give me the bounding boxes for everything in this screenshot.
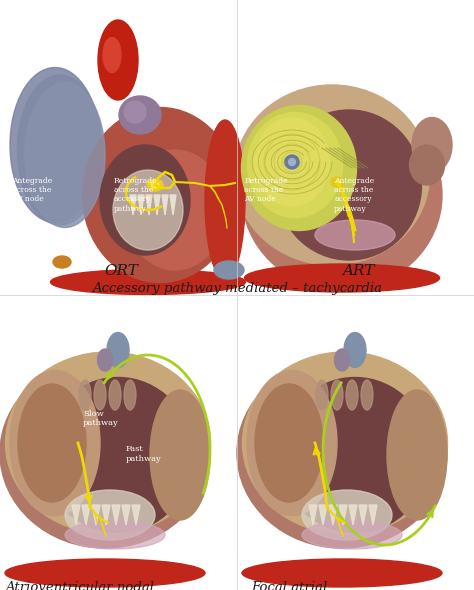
Ellipse shape: [205, 120, 245, 280]
Ellipse shape: [113, 170, 183, 250]
Ellipse shape: [100, 145, 190, 255]
Ellipse shape: [53, 256, 71, 268]
Polygon shape: [319, 505, 327, 525]
Ellipse shape: [6, 352, 210, 534]
Ellipse shape: [0, 358, 210, 548]
Ellipse shape: [10, 67, 100, 222]
Ellipse shape: [235, 85, 429, 265]
Text: Antegrade
across the
AV node: Antegrade across the AV node: [12, 177, 52, 204]
Ellipse shape: [245, 264, 439, 292]
Ellipse shape: [242, 100, 442, 290]
Ellipse shape: [331, 380, 343, 410]
Text: Slow
pathway: Slow pathway: [83, 410, 118, 427]
Polygon shape: [102, 505, 110, 525]
Ellipse shape: [247, 113, 343, 218]
Circle shape: [285, 155, 299, 169]
Ellipse shape: [335, 349, 349, 371]
Ellipse shape: [242, 559, 442, 587]
Polygon shape: [154, 195, 160, 215]
Bar: [0, 0, 237, 295]
Ellipse shape: [124, 101, 146, 123]
Ellipse shape: [43, 378, 193, 533]
Ellipse shape: [214, 261, 244, 279]
Polygon shape: [329, 505, 337, 525]
Polygon shape: [72, 505, 80, 525]
Polygon shape: [132, 505, 140, 525]
Text: ART: ART: [342, 264, 374, 278]
Ellipse shape: [344, 333, 366, 368]
Ellipse shape: [361, 380, 373, 410]
Polygon shape: [122, 505, 130, 525]
Polygon shape: [162, 195, 168, 215]
Ellipse shape: [147, 179, 163, 191]
Ellipse shape: [280, 378, 430, 533]
Polygon shape: [359, 505, 367, 525]
Ellipse shape: [119, 96, 161, 134]
Ellipse shape: [302, 490, 392, 540]
Ellipse shape: [82, 107, 237, 283]
Polygon shape: [130, 195, 136, 215]
Polygon shape: [92, 505, 100, 525]
Ellipse shape: [18, 384, 86, 502]
Polygon shape: [138, 195, 144, 215]
Ellipse shape: [241, 106, 356, 231]
Polygon shape: [146, 195, 152, 215]
Ellipse shape: [387, 390, 447, 520]
Ellipse shape: [98, 20, 138, 100]
Polygon shape: [349, 505, 357, 525]
Polygon shape: [112, 505, 120, 525]
Bar: [237, 295, 474, 590]
Text: ORT: ORT: [104, 264, 138, 278]
Ellipse shape: [65, 521, 165, 549]
Bar: [237, 0, 474, 295]
Text: Focal atrial
tachycardia: Focal atrial tachycardia: [251, 581, 330, 590]
Ellipse shape: [243, 352, 447, 534]
Text: Atrioventricular nodal
reentrant tachycardia: Atrioventricular nodal reentrant tachyca…: [5, 581, 154, 590]
Polygon shape: [309, 505, 317, 525]
Ellipse shape: [255, 118, 329, 206]
Ellipse shape: [94, 380, 106, 410]
Ellipse shape: [302, 521, 402, 549]
Ellipse shape: [125, 150, 225, 270]
Ellipse shape: [10, 371, 100, 516]
Ellipse shape: [65, 490, 155, 540]
Ellipse shape: [18, 75, 102, 225]
Ellipse shape: [346, 380, 358, 410]
Circle shape: [289, 159, 295, 166]
Ellipse shape: [316, 380, 328, 410]
Ellipse shape: [103, 38, 121, 73]
Bar: [0, 295, 237, 590]
Ellipse shape: [150, 390, 210, 520]
Ellipse shape: [107, 333, 129, 368]
Ellipse shape: [315, 220, 395, 250]
Ellipse shape: [237, 358, 447, 548]
Ellipse shape: [109, 380, 121, 410]
Ellipse shape: [410, 145, 445, 185]
Ellipse shape: [151, 182, 159, 188]
Ellipse shape: [276, 110, 421, 260]
Ellipse shape: [5, 559, 205, 587]
Ellipse shape: [247, 371, 337, 516]
Text: Antegrade
across the
accessory
pathway: Antegrade across the accessory pathway: [334, 177, 374, 212]
Text: Fast
pathway: Fast pathway: [126, 445, 161, 463]
Ellipse shape: [25, 83, 105, 228]
Ellipse shape: [51, 270, 246, 294]
Polygon shape: [170, 195, 176, 215]
Text: Retrograde
across the
AV node: Retrograde across the AV node: [244, 177, 288, 204]
Ellipse shape: [255, 384, 323, 502]
Ellipse shape: [412, 117, 452, 172]
Ellipse shape: [79, 380, 91, 410]
Text: Retrograde
across the
accessory
pathway: Retrograde across the accessory pathway: [114, 177, 157, 212]
Ellipse shape: [124, 380, 136, 410]
Polygon shape: [339, 505, 347, 525]
Ellipse shape: [98, 349, 112, 371]
Text: Accessory pathway mediated – tachycardia: Accessory pathway mediated – tachycardia: [92, 282, 382, 295]
Ellipse shape: [331, 177, 343, 187]
Polygon shape: [369, 505, 377, 525]
Polygon shape: [82, 505, 90, 525]
